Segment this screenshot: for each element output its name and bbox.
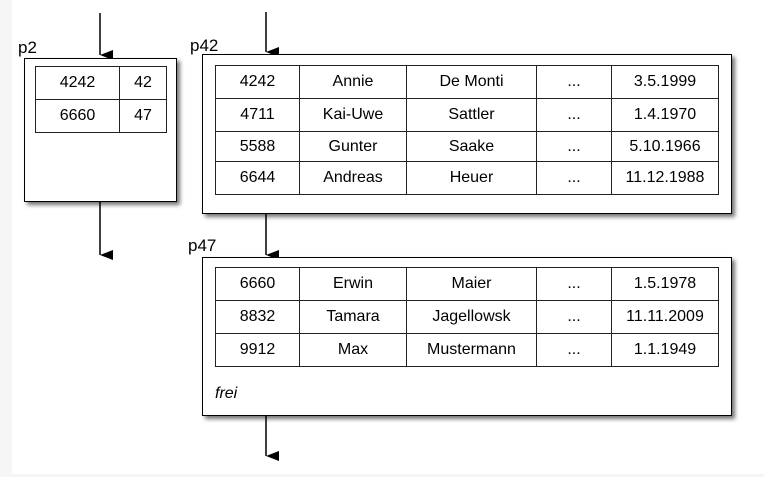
cell: 1.4.1970 (611, 98, 719, 132)
table-row: 4242 42 (35, 66, 167, 100)
table-row: 8832 Tamara Jagellowsk... 11.11.2009 (215, 300, 719, 334)
cell: 3.5.1999 (611, 65, 719, 99)
cell: Mustermann (406, 333, 537, 367)
cell: Saake (406, 131, 537, 162)
cell: ... (536, 300, 612, 334)
cell: 1.5.1978 (611, 267, 719, 301)
cell: Tamara (299, 300, 407, 334)
cell: Gunter (299, 131, 407, 162)
margin-strip (0, 474, 764, 477)
page-ref-cell: 47 (119, 99, 167, 133)
cell: De Monti (406, 65, 537, 99)
table-row: 4242 Annie De Monti... 3.5.1999 (215, 65, 719, 99)
cell: 5588 (215, 131, 300, 162)
cell: 5.10.1966 (611, 131, 719, 162)
cell: Heuer (406, 161, 537, 195)
cell: Annie (299, 65, 407, 99)
records-table-p47: 6660 Erwin Maier... 1.5.1978 8832 Tamara Jage… (215, 267, 719, 367)
margin-strip (0, 0, 12, 477)
cell: ... (536, 267, 612, 301)
key-cell: 4242 (35, 66, 120, 100)
table-row: 6660 47 (35, 99, 167, 133)
cell: ... (536, 98, 612, 132)
page-label-p47: p47 (188, 236, 217, 255)
records-table-p42: 4242 Annie De Monti... 3.5.1999 4711 Kai-Uwe… (215, 65, 719, 195)
cell: ... (536, 131, 612, 162)
cell: 4711 (215, 98, 300, 132)
cell: 8832 (215, 300, 300, 334)
cell: 11.12.1988 (611, 161, 719, 195)
table-row: 4711 Kai-Uwe Sattler... 1.4.1970 (215, 98, 719, 132)
free-space-label: frei (215, 385, 238, 402)
cell: Erwin (299, 267, 407, 301)
table-row: 6644 Andreas Heuer... 11.12.1988 (215, 161, 719, 195)
cell: Maier (406, 267, 537, 301)
page-label-p42: p42 (190, 36, 219, 55)
cell: 11.11.2009 (611, 300, 719, 334)
cell: Kai-Uwe (299, 98, 407, 132)
cell: ... (536, 333, 612, 367)
cell: ... (536, 161, 612, 195)
cell: Sattler (406, 98, 537, 132)
cell: Max (299, 333, 407, 367)
cell: 6644 (215, 161, 300, 195)
cell: 4242 (215, 65, 300, 99)
cell: Andreas (299, 161, 407, 195)
cell: 9912 (215, 333, 300, 367)
cell: ... (536, 65, 612, 99)
directory-table: 4242 42 6660 47 (35, 66, 167, 133)
page-label-p2: p2 (18, 38, 37, 57)
cell: 1.1.1949 (611, 333, 719, 367)
table-row: 5588 Gunter Saake... 5.10.1966 (215, 131, 719, 162)
page-ref-cell: 42 (119, 66, 167, 100)
cell: Jagellowsk (406, 300, 537, 334)
key-cell: 6660 (35, 99, 120, 133)
table-row: 9912 Max Mustermann... 1.1.1949 (215, 333, 719, 367)
cell: 6660 (215, 267, 300, 301)
table-row: 6660 Erwin Maier... 1.5.1978 (215, 267, 719, 301)
